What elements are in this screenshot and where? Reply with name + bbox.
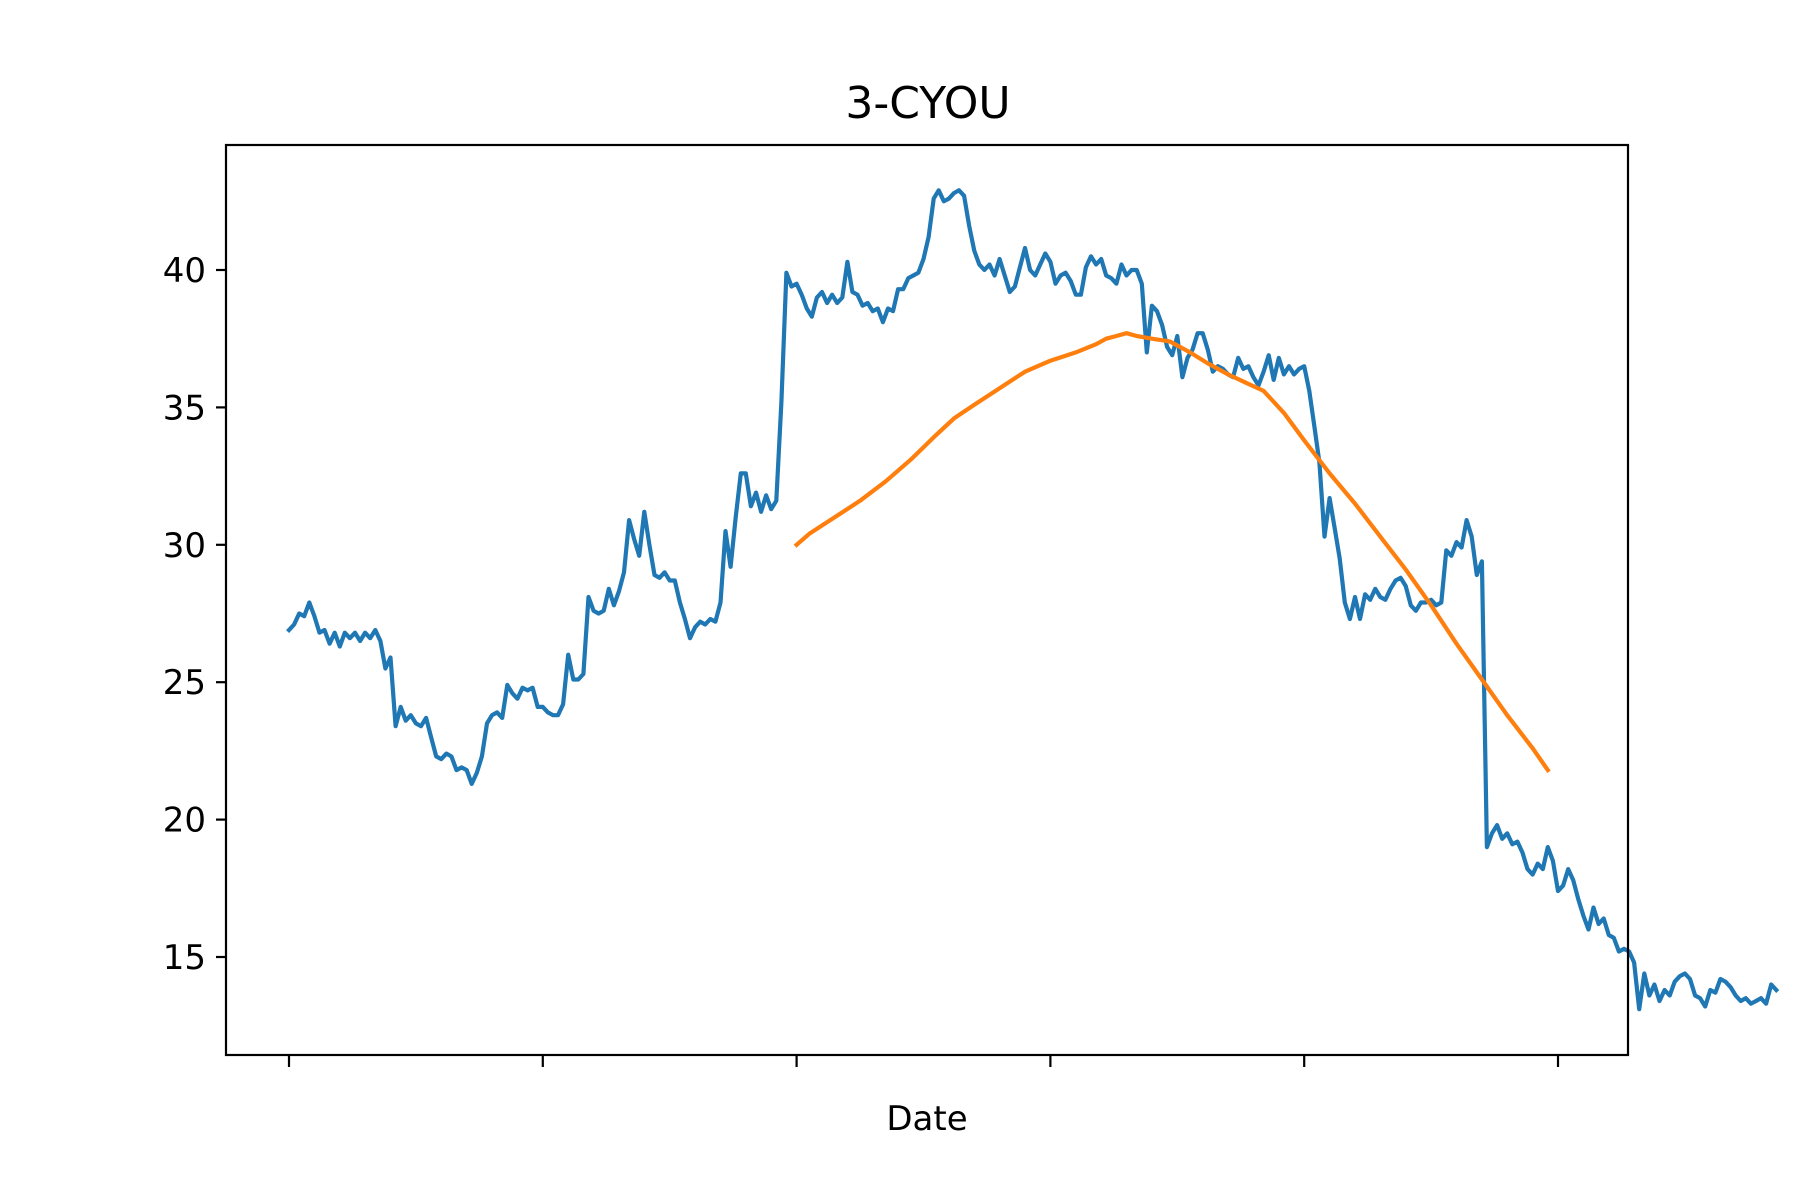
x-axis-label: Date	[886, 1099, 967, 1139]
y-tick-label: 25	[163, 663, 206, 703]
plot-area	[286, 188, 1780, 1012]
axis-ticks: 15 20 25 30 35 40	[163, 251, 1560, 1067]
series-line-1	[286, 188, 1780, 1012]
series-line-2	[793, 331, 1551, 774]
y-tick-label: 20	[163, 801, 206, 841]
axes-frame	[224, 143, 1630, 1057]
y-tick-label: 35	[163, 388, 206, 428]
y-tick-label: 40	[163, 251, 206, 291]
y-tick-label: 30	[163, 526, 206, 566]
y-tick-label: 15	[163, 938, 206, 978]
chart-title: 3-CYOU	[845, 78, 1010, 129]
